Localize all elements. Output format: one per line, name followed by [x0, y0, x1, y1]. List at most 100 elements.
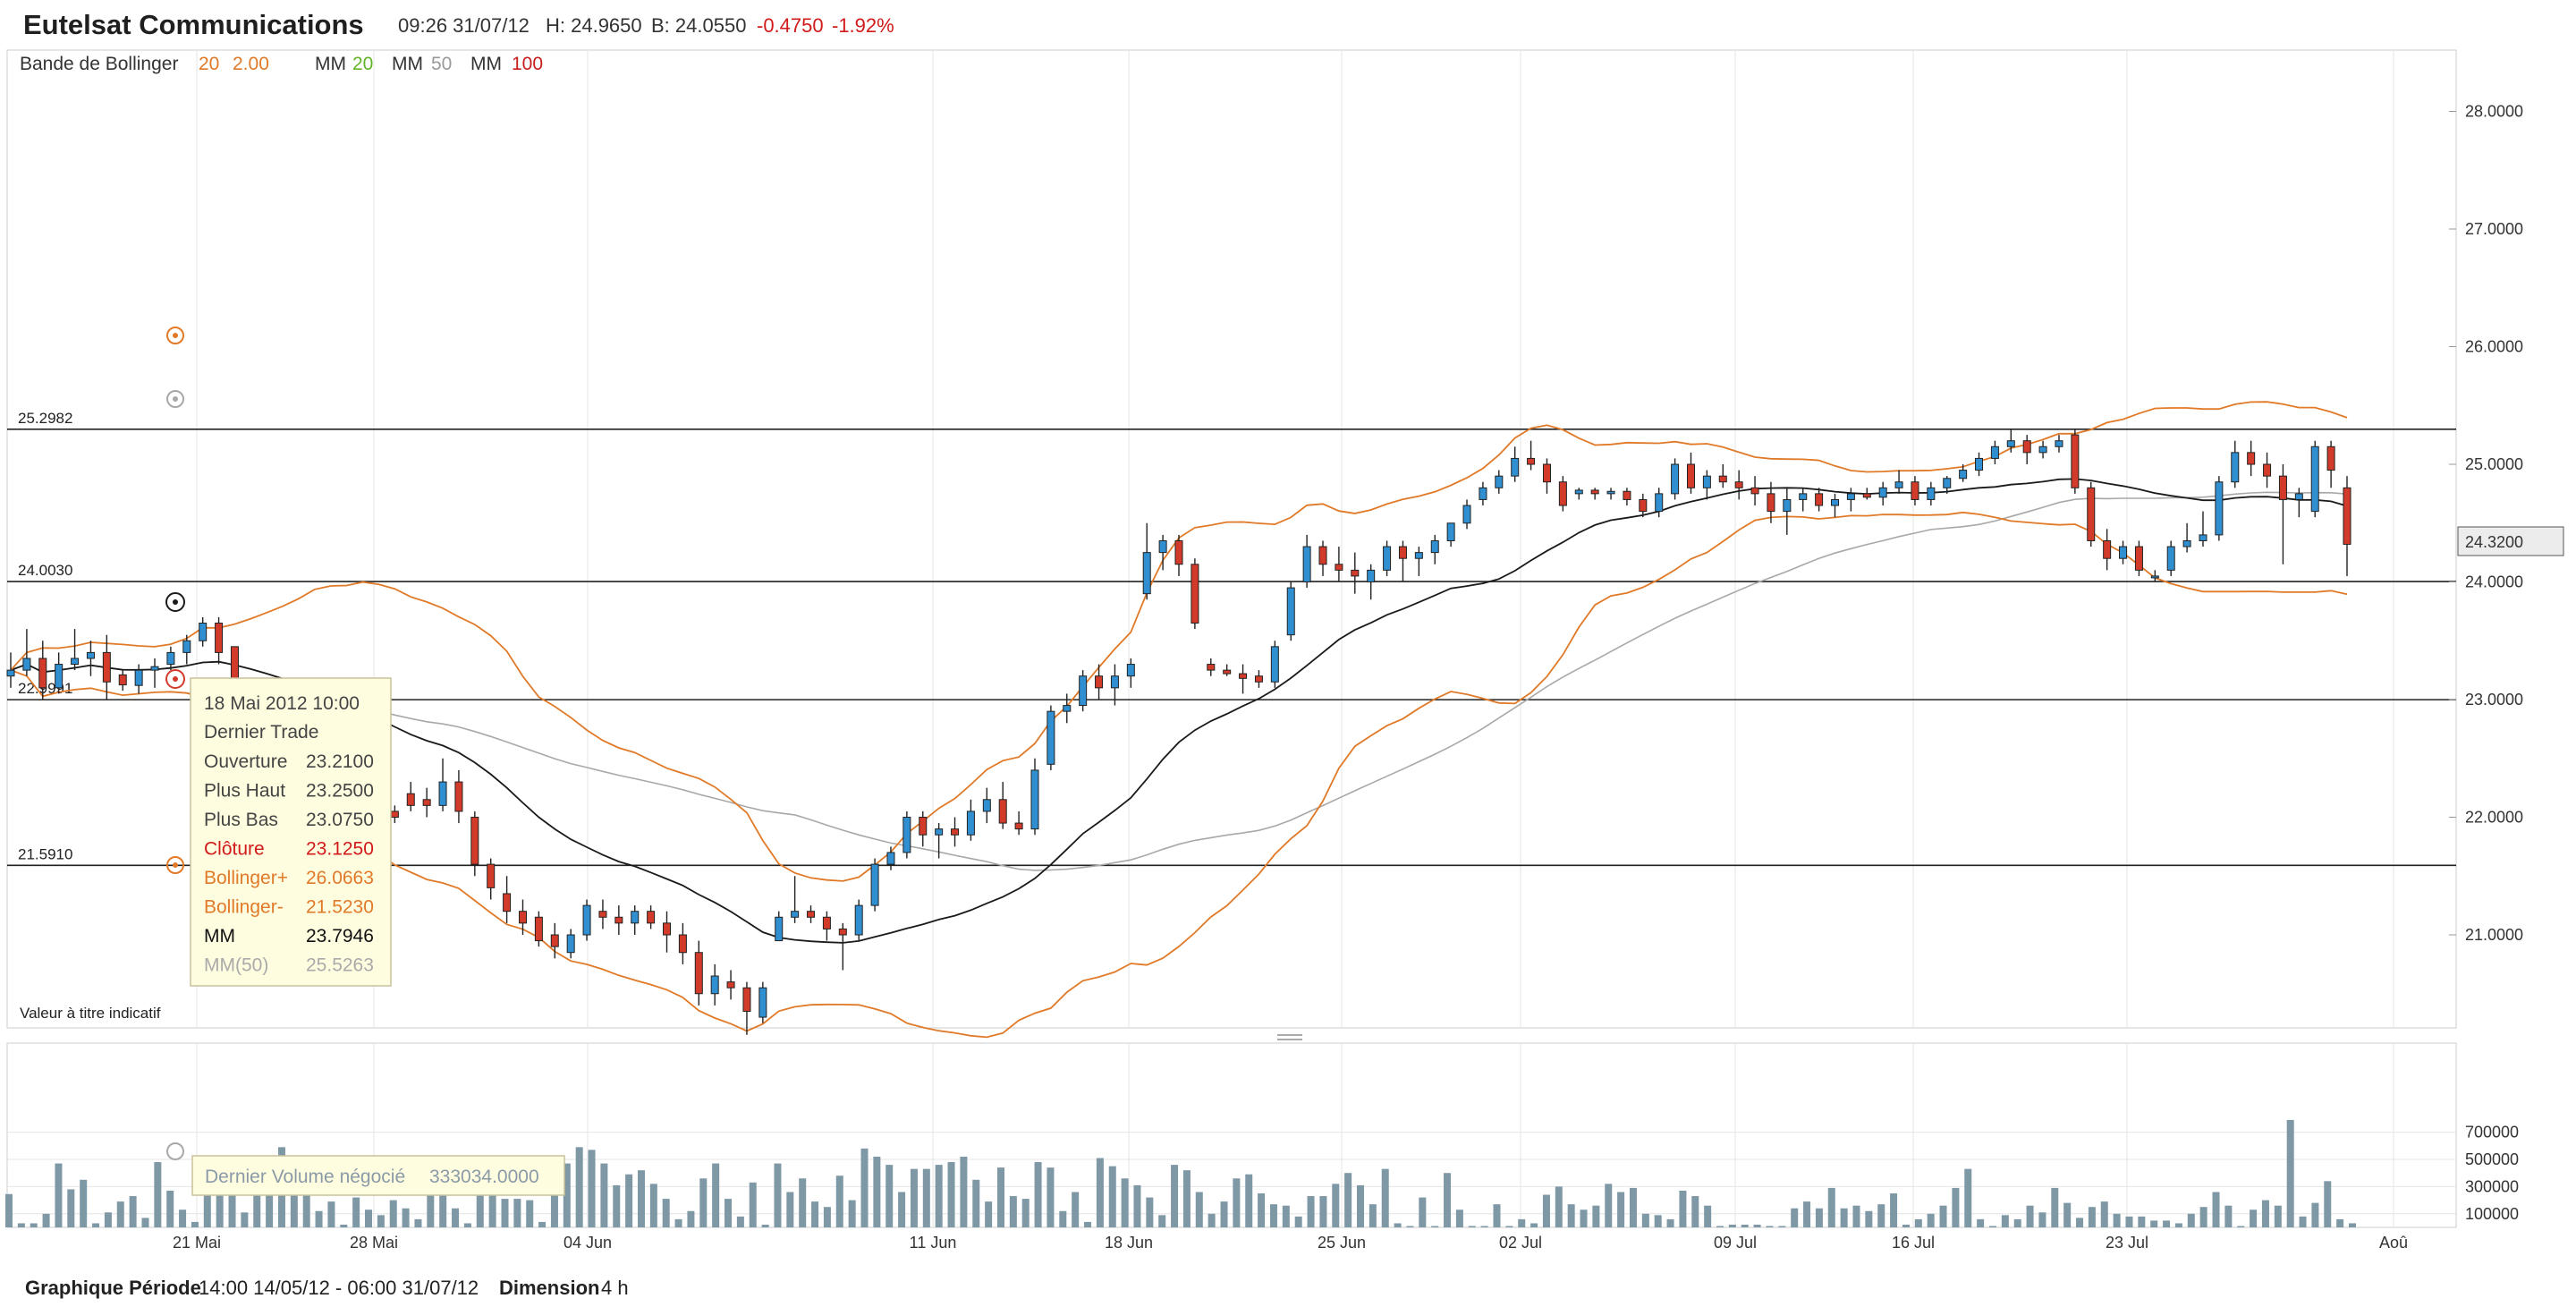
- panel-divider-handle[interactable]: [1277, 1034, 1302, 1040]
- volume-bar: [960, 1156, 968, 1227]
- volume-bar: [141, 1218, 149, 1227]
- volume-bar: [2163, 1220, 2171, 1227]
- candle-up: [1479, 487, 1487, 500]
- volume-bar: [1009, 1196, 1017, 1227]
- candle-up: [1495, 475, 1504, 488]
- candle-down: [406, 793, 415, 806]
- volume-bar: [2113, 1213, 2121, 1227]
- volume-bar: [886, 1165, 894, 1227]
- volume-bar: [17, 1223, 25, 1227]
- volume-bar: [104, 1212, 112, 1227]
- volume-bar: [811, 1201, 819, 1227]
- candle-up: [1799, 493, 1808, 500]
- candle-up: [1446, 522, 1455, 541]
- volume-bar: [2349, 1223, 2356, 1227]
- volume-bar: [30, 1223, 38, 1227]
- volume-bar: [600, 1163, 608, 1227]
- candle-up: [1110, 675, 1119, 689]
- volume-bar: [92, 1223, 100, 1227]
- candle-down: [1191, 564, 1199, 624]
- chart-title: Eutelsat Communications: [23, 9, 364, 40]
- volume-bar: [1617, 1192, 1625, 1227]
- hover-markers: [165, 327, 185, 1160]
- volume-bar: [712, 1163, 720, 1227]
- price-tick-label: 26.0000: [2465, 338, 2523, 356]
- price-level-label: 24.0030: [18, 562, 72, 579]
- volume-bar: [1542, 1194, 1550, 1227]
- candle-up: [2310, 446, 2319, 513]
- volume-bar: [1803, 1201, 1811, 1227]
- volume-bar: [476, 1170, 484, 1227]
- candle-up: [791, 911, 800, 918]
- tooltip-row-value: 23.7946: [306, 926, 374, 946]
- volume-bar: [774, 1163, 782, 1227]
- volume-tick-label: 700000: [2465, 1124, 2519, 1142]
- candle-up: [2150, 575, 2159, 579]
- candle-up: [1286, 587, 1295, 636]
- volume-bar: [2250, 1209, 2258, 1227]
- date-tick-label: 09 Jul: [1714, 1234, 1757, 1252]
- candle-up: [86, 651, 95, 659]
- volume-bar: [588, 1150, 596, 1227]
- candle-down: [1174, 539, 1183, 565]
- legend-bollinger-dev: 2.00: [233, 54, 269, 74]
- volume-bar: [935, 1165, 943, 1227]
- volume-bar: [1332, 1184, 1340, 1227]
- gridlines: [7, 50, 2456, 1227]
- volume-bar: [402, 1208, 410, 1227]
- candle-down: [487, 863, 496, 888]
- volume-tooltip: Dernier Volume négocié 333034.0000: [191, 1155, 565, 1196]
- candle-down: [1639, 498, 1648, 513]
- legend-mm1-value: 20: [352, 54, 373, 74]
- candle-up: [1702, 475, 1711, 488]
- volume-bar: [786, 1192, 794, 1227]
- volume-bar: [1072, 1192, 1080, 1227]
- volume-bar: [1815, 1208, 1823, 1227]
- volume-bar: [1927, 1213, 1935, 1227]
- quote-bid: B: 24.0550: [651, 14, 746, 37]
- price-tick-label: 23.0000: [2465, 691, 2523, 709]
- volume-bar: [452, 1208, 460, 1227]
- volume-bar: [749, 1182, 757, 1227]
- volume-bar: [736, 1216, 744, 1227]
- tooltip-row-value: 26.0663: [306, 868, 374, 888]
- date-tick-label: Aoû: [2379, 1234, 2408, 1252]
- candle-down: [454, 781, 463, 812]
- volume-bar: [1344, 1173, 1352, 1227]
- candle-up: [1046, 710, 1055, 765]
- volume-bar: [2038, 1212, 2046, 1227]
- tooltip-row-label: Bollinger-: [204, 897, 284, 918]
- volume-bar: [1753, 1224, 1761, 1227]
- candle-up: [1878, 487, 1887, 498]
- volume-bar: [228, 1184, 236, 1227]
- candle-up: [22, 658, 31, 671]
- volume-bar: [2324, 1181, 2332, 1227]
- volume-bar: [985, 1201, 993, 1227]
- candle-up: [1990, 446, 1999, 459]
- legend-bollinger-period: 20: [199, 54, 219, 74]
- volume-bar: [1580, 1209, 1588, 1227]
- volume-bar: [674, 1218, 682, 1227]
- volume-bar: [1641, 1213, 1649, 1227]
- candle-down: [1750, 487, 1759, 495]
- candle-down: [422, 799, 431, 806]
- candle-up: [2294, 493, 2303, 500]
- volume-bar: [67, 1189, 75, 1227]
- tooltip-row-value: 25.5263: [306, 955, 374, 976]
- candle-down: [1223, 669, 1232, 675]
- candle-up: [1606, 490, 1615, 495]
- volume-bar: [2100, 1201, 2108, 1227]
- volume-tick-label: 100000: [2465, 1205, 2519, 1223]
- disclaimer-note: Valeur à titre indicatif: [20, 1005, 161, 1022]
- volume-bar: [1778, 1226, 1786, 1227]
- volume-bar: [1220, 1201, 1228, 1227]
- volume-bar: [1282, 1205, 1290, 1227]
- candle-down: [1911, 481, 1919, 500]
- candle-up: [150, 666, 159, 671]
- volume-bar: [42, 1213, 50, 1227]
- volume-bar: [2026, 1205, 2034, 1227]
- volume-bar: [823, 1207, 831, 1227]
- candle-down: [1686, 463, 1695, 488]
- volume-bar: [1182, 1170, 1191, 1227]
